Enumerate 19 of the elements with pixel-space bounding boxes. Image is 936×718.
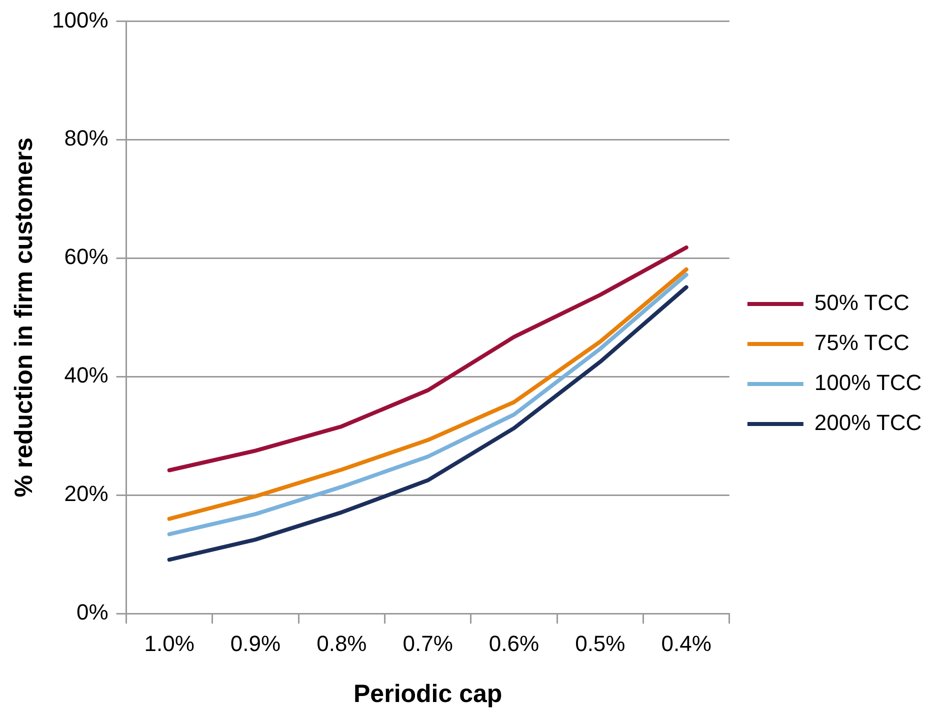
x-tick-label: 0.8% bbox=[316, 630, 367, 656]
y-tick-label: 80% bbox=[64, 126, 108, 151]
y-tick-label: 40% bbox=[64, 362, 108, 388]
y-axis-title: % reduction in firm customers bbox=[10, 138, 38, 498]
x-tick-label: 0.4% bbox=[661, 630, 712, 656]
legend-label: 100% TCC bbox=[814, 370, 922, 396]
x-axis-title: Periodic cap bbox=[354, 680, 502, 708]
legend-label: 75% TCC bbox=[814, 330, 910, 356]
x-tick-label: 0.5% bbox=[575, 630, 626, 656]
legend-label: 50% TCC bbox=[814, 290, 910, 316]
x-tick-label: 1.0% bbox=[144, 630, 194, 656]
x-tick-label: 0.9% bbox=[230, 630, 281, 656]
x-tick-label: 0.6% bbox=[488, 630, 540, 656]
y-tick-label: 0% bbox=[76, 600, 108, 625]
y-tick-label: 60% bbox=[64, 244, 108, 270]
legend-label: 200% TCC bbox=[814, 410, 922, 436]
x-tick-label: 0.7% bbox=[402, 630, 453, 656]
y-tick-label: 20% bbox=[64, 481, 108, 506]
y-tick-label: 100% bbox=[52, 7, 108, 32]
